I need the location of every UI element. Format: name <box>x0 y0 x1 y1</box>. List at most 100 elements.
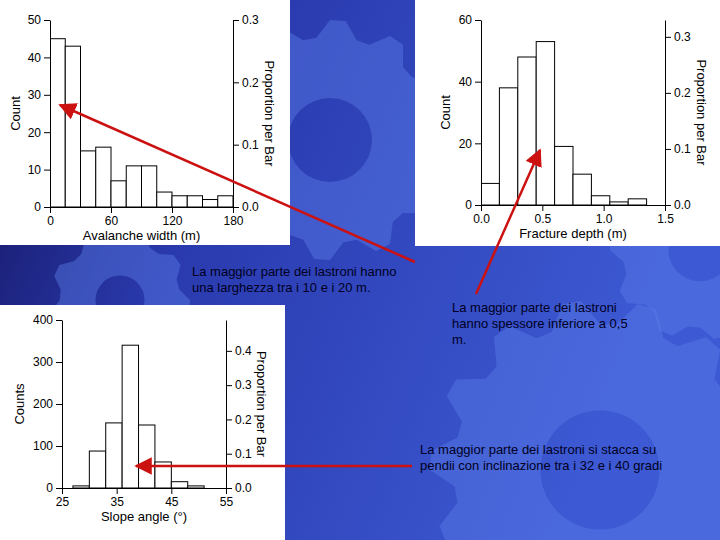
y-axis-title: Count <box>438 95 453 130</box>
tick-label: 0.0 <box>473 212 490 226</box>
tick-mark <box>56 488 62 489</box>
tick-mark <box>226 351 232 352</box>
bar <box>628 199 646 205</box>
tick: 30 <box>28 88 50 102</box>
tick: 0 <box>34 200 50 214</box>
tick: 180 <box>223 207 243 228</box>
tick-mark <box>233 145 239 146</box>
tick-label: 50 <box>28 13 42 27</box>
leader-arrow <box>476 150 540 294</box>
y-axis-title: Count <box>8 96 23 131</box>
tick-label: 0.5 <box>534 212 551 226</box>
tick-label: 0.1 <box>242 138 259 152</box>
tick-label: 120 <box>162 214 182 228</box>
tick-mark <box>44 170 50 171</box>
tick-label: 0.0 <box>674 198 691 212</box>
tick-mark <box>665 37 671 38</box>
tick: 20 <box>459 137 481 151</box>
tick: 0.0 <box>665 198 691 212</box>
tick-mark <box>44 132 50 133</box>
tick-mark <box>226 385 232 386</box>
stage: 060120180010203040500.00.10.20.3Avalanch… <box>0 0 720 540</box>
bar <box>187 196 202 207</box>
tick-label: 0.2 <box>235 413 252 427</box>
tick-label: 35 <box>110 495 124 509</box>
x-axis: 0.0 0.5 1.0 1.5 <box>473 205 674 226</box>
tick: 10 <box>28 163 50 177</box>
leader-arrow <box>136 465 412 468</box>
tick: 0.3 <box>226 378 252 392</box>
tick: 120 <box>162 207 182 228</box>
tick: 40 <box>28 51 50 65</box>
axis-line <box>62 321 63 489</box>
tick-label: 0.3 <box>235 378 252 392</box>
tick-mark <box>111 207 112 213</box>
tick-label: 40 <box>459 75 473 89</box>
tick-label: 40 <box>28 51 42 65</box>
tick: 0.1 <box>233 138 259 152</box>
y-axis: 0 10 20 30 40 50 <box>28 13 51 214</box>
tick-label: 1.5 <box>657 212 674 226</box>
tick: 1.0 <box>596 205 613 226</box>
tick: 35 <box>110 488 124 509</box>
tick-label: 400 <box>33 313 53 327</box>
tick-label: 25 <box>56 495 70 509</box>
bar <box>555 146 573 205</box>
tick: 200 <box>33 397 62 411</box>
tick-mark <box>665 205 671 206</box>
axis-line <box>226 321 227 489</box>
bar <box>157 192 172 207</box>
tick-label: 0.0 <box>242 200 259 214</box>
axis-line <box>63 488 227 489</box>
tick: 45 <box>165 488 179 509</box>
bar <box>65 46 80 207</box>
chart-panel: 0.00.51.01.502040600.00.10.20.3Fracture … <box>415 0 720 246</box>
tick: 0.3 <box>233 13 259 27</box>
chart-panel: 2535455501002003004000.00.10.20.30.4Slop… <box>0 305 285 540</box>
tick-mark <box>226 454 232 455</box>
tick-mark <box>56 362 62 363</box>
annotation-line: m. <box>452 332 466 347</box>
tick-mark <box>56 320 62 321</box>
bar <box>73 486 89 488</box>
tick: 0.2 <box>665 86 691 100</box>
x-axis: 25 35 45 55 <box>56 488 234 509</box>
panel-background <box>415 0 720 246</box>
bar <box>50 39 65 207</box>
tick: 55 <box>220 488 234 509</box>
leader-arrow <box>60 105 415 262</box>
tick-label: 0.3 <box>242 13 259 27</box>
annotation-line: La maggior parte dei lastroni hanno <box>192 264 397 279</box>
x-axis: 060120180 <box>47 207 244 228</box>
tick: 0.0 <box>226 481 252 495</box>
annotation-line: La maggior parte dei lastroni <box>452 300 617 315</box>
bar <box>218 196 233 207</box>
tick-mark <box>475 205 481 206</box>
gear <box>430 301 720 540</box>
tick: 1.5 <box>657 205 674 226</box>
x-axis-title: Slope angle (°) <box>101 509 187 524</box>
tick-mark <box>172 207 173 213</box>
y-axis-title: Counts <box>12 383 27 425</box>
tick-mark <box>233 207 239 208</box>
tick-mark <box>226 488 232 489</box>
axis-line <box>481 21 482 206</box>
tick: 0.2 <box>233 76 259 90</box>
tick-label: 0.2 <box>674 86 691 100</box>
tick-mark <box>56 404 62 405</box>
tick: 20 <box>28 126 50 140</box>
y2-axis: 0.00.10.20.3 <box>665 21 691 213</box>
tick-mark <box>44 207 50 208</box>
bar <box>573 174 591 205</box>
tick-label: 0 <box>47 214 54 228</box>
tick-mark <box>44 20 50 21</box>
annotation-line: hanno spessore inferiore a 0,5 <box>452 316 628 331</box>
tick: 0.3 <box>665 30 691 44</box>
bar <box>142 166 157 207</box>
bar <box>171 482 187 488</box>
tick: 0 <box>465 198 481 212</box>
bar <box>481 183 499 205</box>
bar <box>106 423 122 488</box>
y-axis: 0100200300400 <box>33 313 63 495</box>
background <box>0 0 720 540</box>
